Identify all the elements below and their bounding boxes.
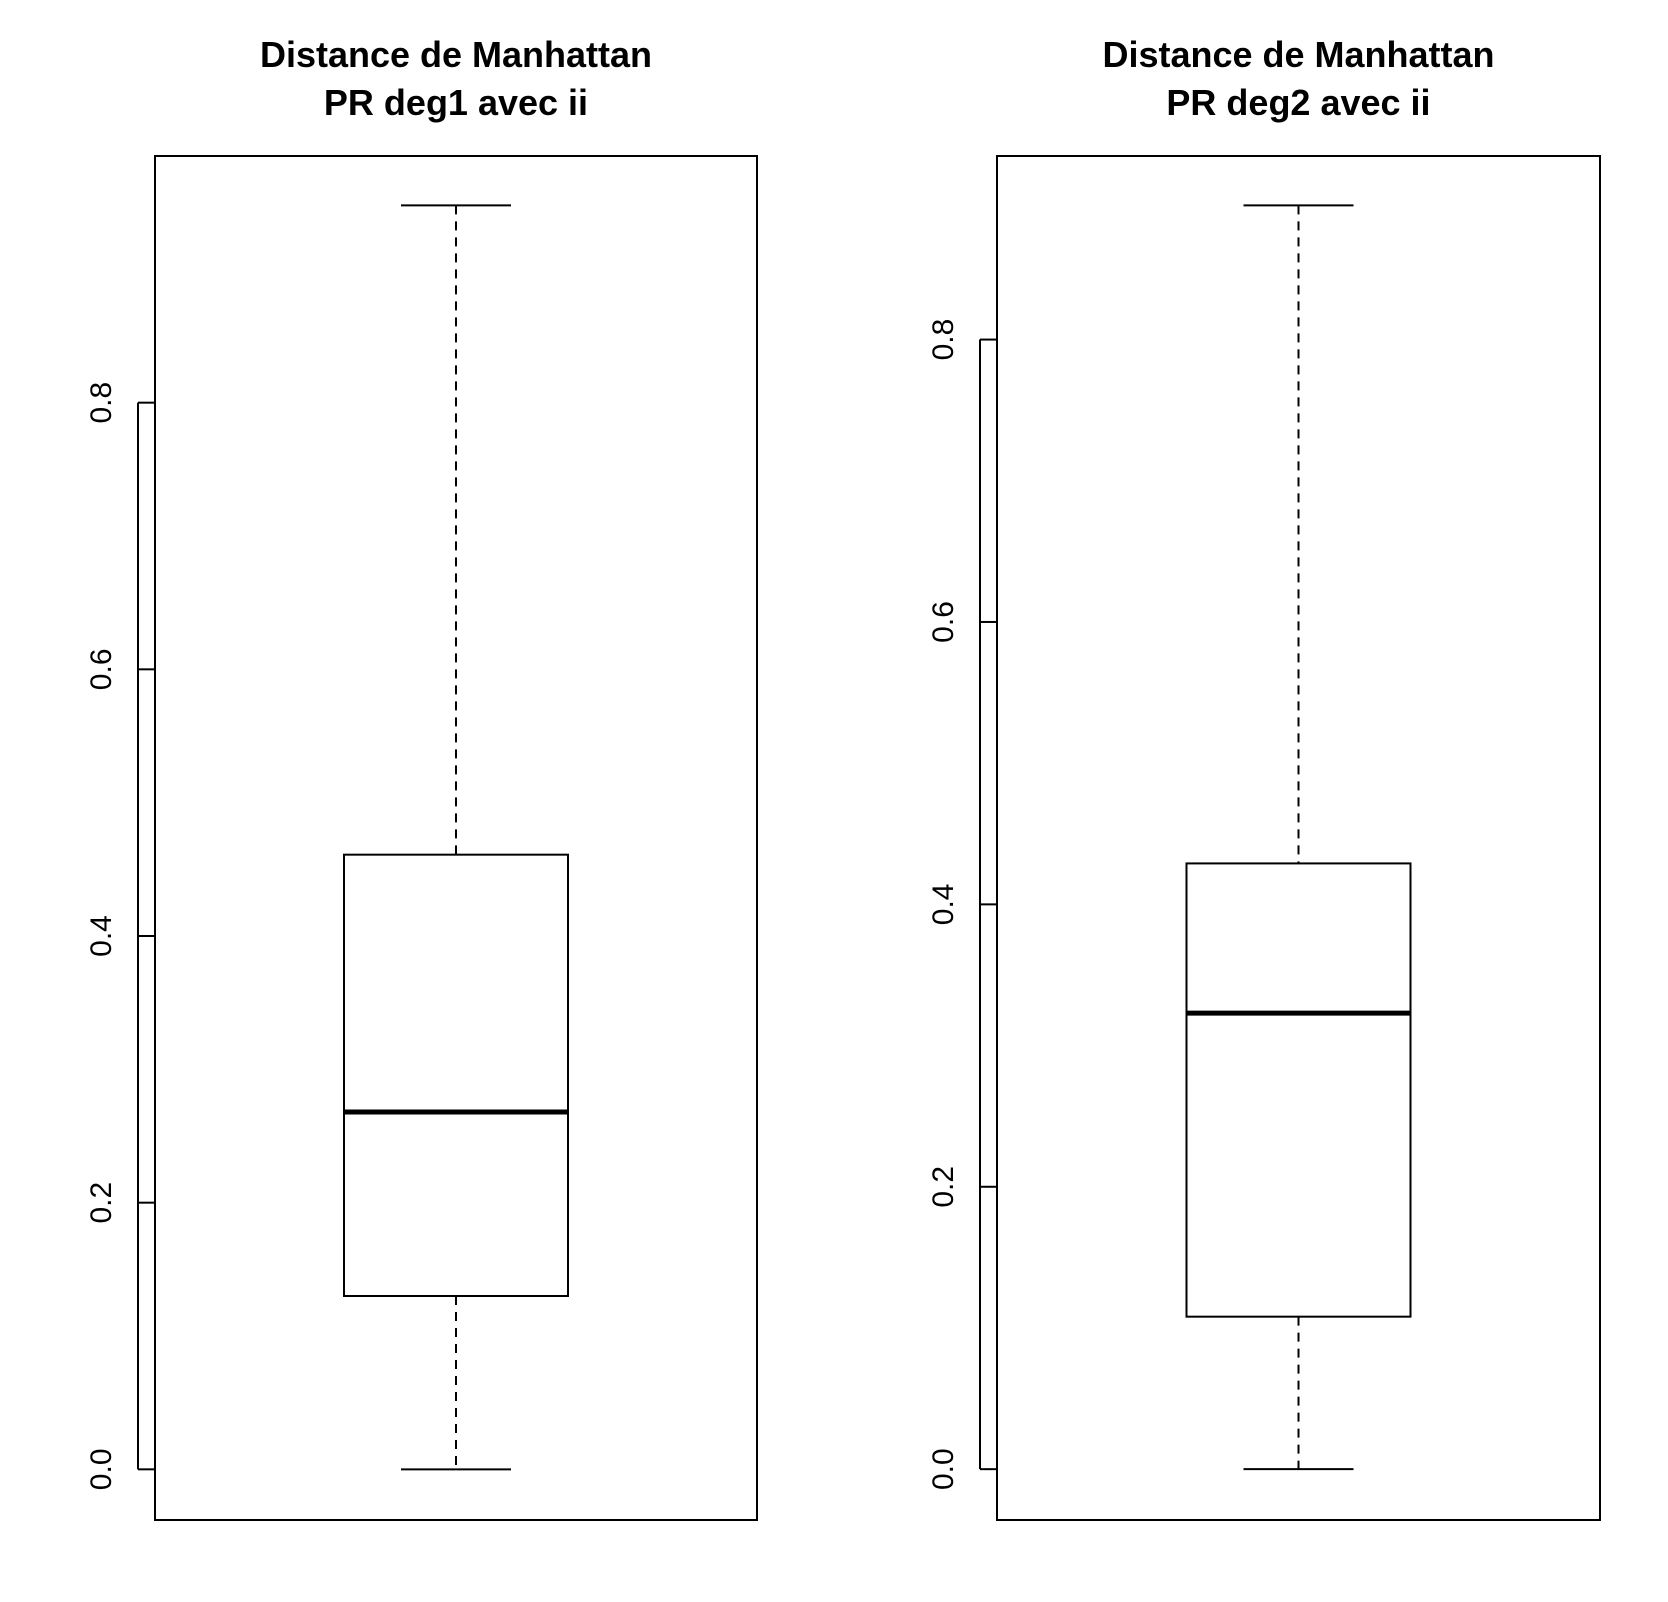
chart-1-y-tick-label: 0.8	[85, 382, 118, 424]
chart-1-plot-frame	[154, 155, 758, 1521]
chart-2-y-tick-label: 0.2	[927, 1166, 960, 1208]
chart-1-y-tick-label: 0.0	[85, 1448, 118, 1490]
chart-2-y-tick-label: 0.0	[927, 1448, 960, 1490]
chart-1-title-line-1: Distance de Manhattan	[260, 34, 652, 75]
chart-2-iqr-box	[1185, 862, 1412, 1318]
chart-1-y-tick-label: 0.2	[85, 1182, 118, 1224]
chart-2-title-line-2: PR deg2 avec ii	[1166, 82, 1430, 123]
chart-1-y-tick-label: 0.6	[85, 648, 118, 690]
chart-1-iqr-box	[343, 853, 569, 1298]
chart-2-y-tick-label: 0.8	[927, 319, 960, 361]
chart-1-title-line-2: PR deg1 avec ii	[324, 82, 588, 123]
chart-2-title-line-1: Distance de Manhattan	[1102, 34, 1494, 75]
chart-1-y-tick-label: 0.4	[85, 915, 118, 957]
chart-2-y-tick-label: 0.6	[927, 601, 960, 643]
chart-2-y-tick-label: 0.4	[927, 884, 960, 926]
chart-2-plot-frame	[996, 155, 1601, 1521]
